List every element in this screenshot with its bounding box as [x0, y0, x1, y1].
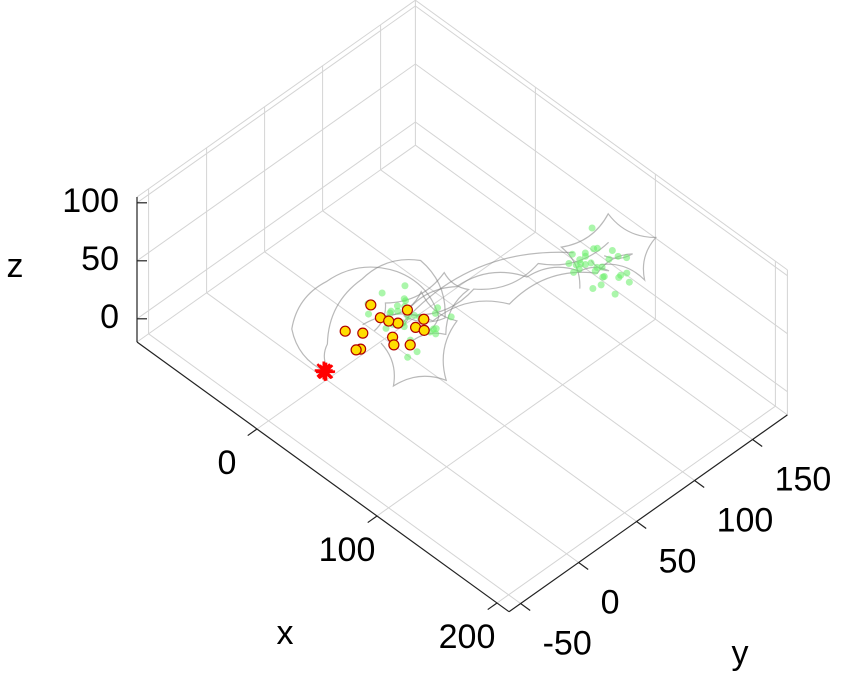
point [593, 263, 601, 271]
point [568, 250, 576, 258]
point [605, 255, 613, 263]
point [623, 254, 631, 262]
z-tick-label: 0 [100, 298, 119, 336]
x-axis [136, 341, 510, 613]
point [431, 309, 439, 317]
y-tick [520, 603, 531, 611]
grid-line [496, 405, 776, 604]
grid-line [136, 63, 416, 262]
y-tick [694, 480, 705, 488]
point [357, 327, 369, 339]
x-tick-label: 200 [439, 618, 496, 656]
point [401, 304, 413, 316]
point [429, 325, 437, 333]
point [623, 269, 631, 277]
point [365, 310, 373, 318]
z-tick-label: 100 [62, 182, 119, 220]
grid-line [148, 333, 521, 604]
point [404, 339, 416, 351]
point [625, 278, 633, 286]
y-tick [578, 562, 589, 570]
trajectory [373, 271, 471, 344]
y-tick-label: -50 [543, 624, 592, 662]
grid-line [415, 63, 788, 335]
trajectory [559, 212, 658, 289]
x-axis-label: x [277, 614, 294, 652]
point [614, 252, 622, 260]
point [393, 302, 401, 310]
point [608, 247, 616, 255]
point [577, 260, 585, 268]
grid-line [322, 210, 695, 481]
point [388, 339, 400, 351]
point [434, 304, 442, 312]
point [365, 299, 377, 311]
grid-line [380, 169, 753, 440]
point [418, 313, 430, 325]
trajectory [403, 260, 610, 316]
point [378, 289, 386, 297]
point [402, 297, 410, 305]
x-tick [247, 428, 258, 437]
point [589, 285, 597, 293]
x-tick [487, 602, 498, 611]
point [588, 224, 596, 232]
x-tick [367, 515, 378, 524]
grid-line [376, 318, 656, 517]
point [418, 324, 430, 336]
point [598, 263, 606, 271]
y-tick [752, 439, 763, 447]
grid-line [136, 121, 416, 320]
trajectory [380, 290, 459, 388]
point [383, 315, 395, 327]
y-tick-label: 50 [659, 542, 697, 580]
point [339, 325, 351, 337]
x-tick-label: 0 [218, 444, 237, 482]
y-axis [508, 414, 788, 613]
point [350, 344, 362, 356]
point [611, 290, 619, 298]
y-tick [636, 521, 647, 529]
point [615, 274, 623, 282]
point [382, 324, 390, 332]
grid-line [415, 5, 788, 277]
box-edge [415, 0, 788, 271]
grid-line [264, 251, 637, 522]
point [394, 307, 402, 315]
x-tick-label: 100 [319, 531, 376, 569]
trajectory [291, 266, 440, 372]
y-axis-label: y [732, 634, 749, 672]
point [447, 313, 455, 321]
y-tick-label: 150 [775, 460, 832, 498]
point [404, 353, 412, 361]
point [570, 268, 578, 276]
point [401, 282, 409, 290]
point [410, 311, 418, 319]
point [597, 281, 605, 289]
point [413, 348, 421, 356]
point [587, 259, 595, 267]
box-edge [136, 144, 416, 343]
z-axis-label: z [7, 247, 24, 285]
y-tick-label: 100 [717, 501, 774, 539]
point [599, 273, 607, 281]
point [315, 362, 334, 381]
point [565, 260, 573, 268]
point [581, 249, 589, 257]
grid-line [136, 5, 416, 204]
point [392, 317, 404, 329]
y-tick-label: 0 [601, 583, 620, 621]
grid-line [206, 292, 579, 563]
trajectory [323, 258, 446, 369]
box-edge [136, 0, 416, 198]
grid-line [415, 121, 788, 393]
z-tick-label: 50 [81, 240, 119, 278]
grid-line [256, 231, 536, 430]
point [387, 307, 395, 315]
point [593, 244, 601, 252]
